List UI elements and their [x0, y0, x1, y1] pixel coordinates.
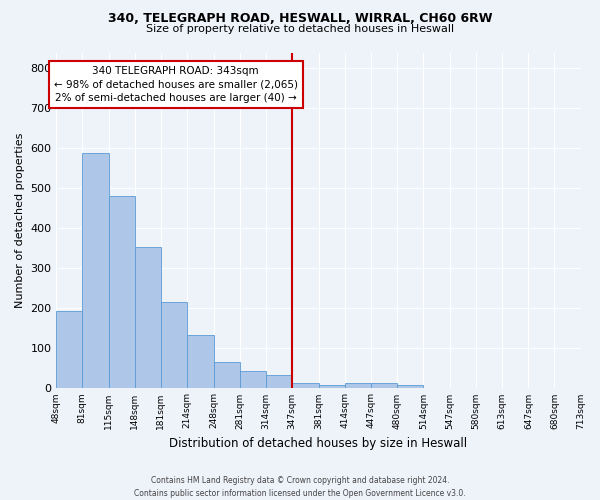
Bar — [292, 382, 319, 388]
Bar — [319, 385, 344, 388]
Text: 340, TELEGRAPH ROAD, HESWALL, WIRRAL, CH60 6RW: 340, TELEGRAPH ROAD, HESWALL, WIRRAL, CH… — [108, 12, 492, 26]
Bar — [239, 370, 266, 388]
Bar — [161, 302, 187, 388]
Text: 340 TELEGRAPH ROAD: 343sqm
← 98% of detached houses are smaller (2,065)
2% of se: 340 TELEGRAPH ROAD: 343sqm ← 98% of deta… — [54, 66, 298, 102]
Bar — [187, 336, 214, 388]
Bar — [397, 385, 424, 388]
Bar — [214, 362, 239, 388]
Bar — [344, 384, 371, 388]
Bar — [266, 375, 292, 388]
Bar — [135, 246, 161, 388]
Text: Contains HM Land Registry data © Crown copyright and database right 2024.
Contai: Contains HM Land Registry data © Crown c… — [134, 476, 466, 498]
X-axis label: Distribution of detached houses by size in Heswall: Distribution of detached houses by size … — [169, 437, 467, 450]
Bar — [109, 196, 135, 388]
Bar — [56, 311, 82, 388]
Text: Size of property relative to detached houses in Heswall: Size of property relative to detached ho… — [146, 24, 454, 34]
Bar — [82, 153, 109, 388]
Y-axis label: Number of detached properties: Number of detached properties — [15, 132, 25, 308]
Bar — [371, 384, 397, 388]
